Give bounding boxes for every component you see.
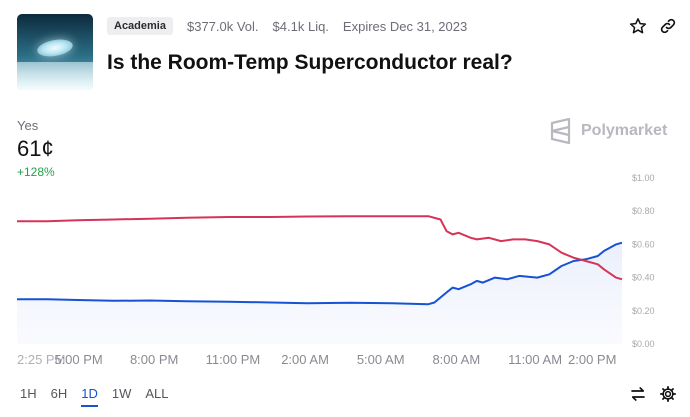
x-tick-label: 5:00 AM xyxy=(357,352,405,367)
thumbnail-base xyxy=(17,62,93,90)
price-change: +128% xyxy=(17,165,55,179)
y-tick-label: $1.00 xyxy=(632,173,655,183)
liquidity-text: $4.1k Liq. xyxy=(272,18,329,34)
polymarket-logo-icon xyxy=(550,118,571,144)
brand-name: Polymarket xyxy=(581,122,668,139)
x-tick-label: 11:00 AM xyxy=(508,352,562,367)
x-tick-label: 11:00 PM xyxy=(206,352,261,367)
top-actions xyxy=(628,16,678,36)
expiry-text: Expires Dec 31, 2023 xyxy=(342,18,468,34)
y-tick-label: $0.20 xyxy=(632,306,655,316)
y-tick-label: $0.80 xyxy=(632,206,655,216)
swap-arrows-icon[interactable] xyxy=(628,384,648,404)
superconductor-disc-image xyxy=(35,36,75,60)
yes-area-fill xyxy=(17,242,622,344)
y-tick-label: $0.00 xyxy=(632,339,655,349)
polymarket-logo: Polymarket xyxy=(549,118,667,144)
volume-text: $377.0k Vol. xyxy=(186,18,259,34)
x-tick-label: 8:00 AM xyxy=(432,352,480,367)
no-price-line xyxy=(17,215,623,281)
category-tag[interactable]: Academia xyxy=(107,17,173,35)
range-tab-1w[interactable]: 1W xyxy=(111,386,132,401)
link-icon[interactable] xyxy=(658,16,678,36)
market-thumbnail xyxy=(17,14,93,90)
y-tick-label: $0.60 xyxy=(632,239,655,249)
star-icon[interactable] xyxy=(628,16,648,36)
range-selector: 1H 6H 1D 1W ALL xyxy=(20,386,169,407)
market-title: Is the Room-Temp Superconductor real? xyxy=(107,51,513,74)
x-tick-label: 5:00 PM xyxy=(54,352,102,367)
x-tick-label: 2:00 AM xyxy=(281,352,329,367)
yes-price-line xyxy=(17,241,623,306)
gear-icon[interactable] xyxy=(658,384,678,404)
y-tick-label: $0.40 xyxy=(632,273,655,283)
x-tick-label: 8:00 PM xyxy=(130,352,178,367)
range-tab-1d[interactable]: 1D xyxy=(81,386,98,407)
range-tab-all[interactable]: ALL xyxy=(145,386,169,401)
x-tick-label: 2:00 PM xyxy=(568,352,616,367)
price-chart[interactable]: $1.00$0.80$0.60$0.40$0.20$0.00 2:25 PM5:… xyxy=(0,170,690,370)
range-tab-6h[interactable]: 6H xyxy=(50,386,68,401)
market-meta: Academia $377.0k Vol. $4.1k Liq. Expires… xyxy=(107,17,467,35)
x-tick-label: 2:25 PM xyxy=(17,352,65,367)
outcome-label: Yes xyxy=(17,118,39,133)
range-tab-1h[interactable]: 1H xyxy=(20,386,37,401)
outcome-price: 61¢ xyxy=(17,136,54,161)
chart-actions xyxy=(628,384,678,404)
